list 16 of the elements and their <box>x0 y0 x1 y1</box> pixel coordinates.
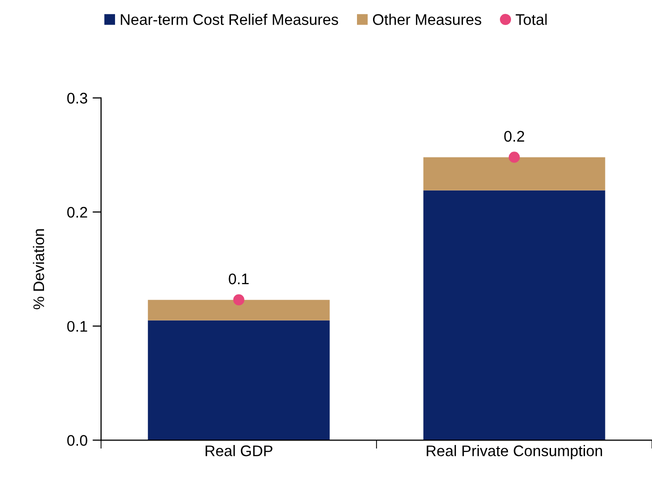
y-tick-label: 0.3 <box>67 92 88 104</box>
y-tick-label: 0.2 <box>67 206 88 218</box>
y-tick-label: 0.1 <box>67 320 88 332</box>
legend-label: Total <box>516 14 547 25</box>
bar <box>148 300 330 320</box>
data-label: 0.1 <box>228 274 249 284</box>
text: 0.0 <box>67 435 88 446</box>
y-axis-title: % Deviation <box>32 229 44 310</box>
legend-label: Other Measures <box>372 14 482 25</box>
data-label: 0.2 <box>504 130 524 142</box>
legend-label: Near-term Cost Relief Measures <box>120 14 338 25</box>
bar <box>423 157 606 190</box>
x-tick-label: Real GDP <box>206 445 272 456</box>
bar <box>423 190 606 440</box>
bar <box>148 320 330 440</box>
x-tick-label: Real Private Consumption <box>426 445 602 460</box>
